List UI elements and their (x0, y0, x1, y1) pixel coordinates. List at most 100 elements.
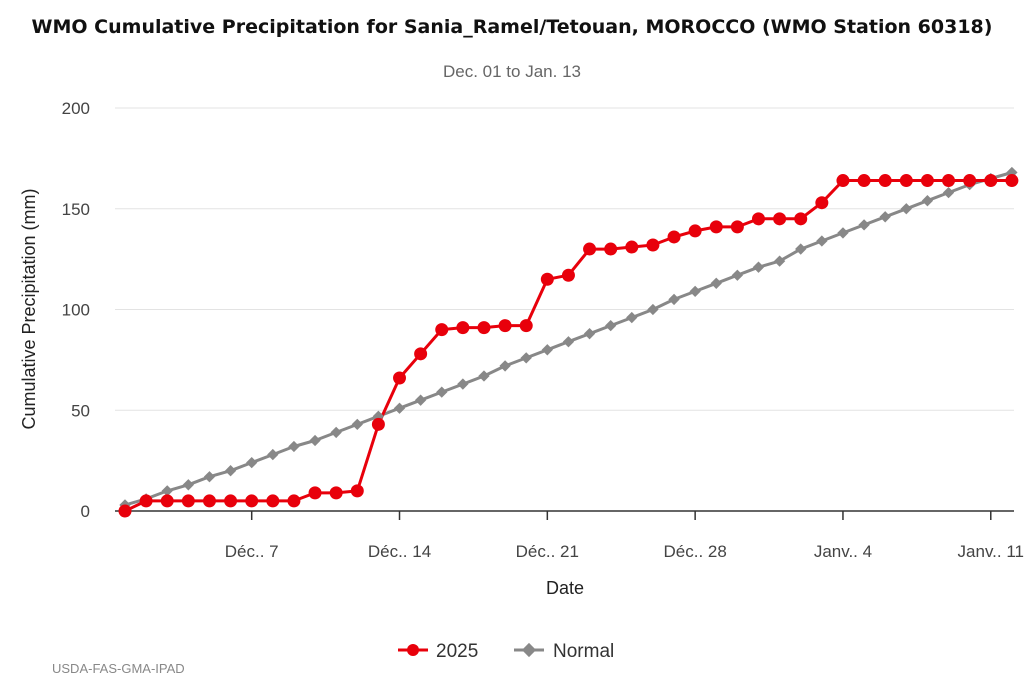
data-point-normal-20[interactable] (541, 344, 553, 356)
data-point-2025-14[interactable] (414, 347, 428, 361)
data-point-normal-38[interactable] (921, 195, 934, 207)
legend-item-2025[interactable]: 2025 (398, 641, 478, 662)
x-tick-label-4: Janv.. 4 (814, 542, 872, 561)
data-point-normal-8[interactable] (288, 440, 300, 453)
data-point-2025-6[interactable] (245, 494, 259, 508)
data-point-normal-31[interactable] (773, 255, 786, 267)
y-tick-label-0: 0 (81, 502, 90, 521)
x-tick-label-3: Déc.. 28 (663, 542, 726, 561)
data-point-2025-7[interactable] (266, 494, 280, 508)
data-point-normal-35[interactable] (858, 219, 870, 231)
legend-marker-normal (521, 642, 537, 658)
data-point-normal-19[interactable] (520, 352, 532, 364)
legend: 2025 Normal (398, 641, 614, 662)
data-point-normal-27[interactable] (689, 285, 701, 298)
y-axis-label: Cumulative Precipitation (mm) (19, 188, 39, 429)
data-point-normal-13[interactable] (393, 402, 406, 414)
data-point-normal-33[interactable] (816, 235, 828, 247)
data-point-2025-38[interactable] (920, 174, 934, 188)
data-point-2025-3[interactable] (181, 494, 195, 508)
data-point-2025-16[interactable] (456, 321, 470, 335)
data-point-2025-32[interactable] (794, 212, 808, 226)
data-point-normal-11[interactable] (351, 418, 363, 431)
data-point-2025-19[interactable] (519, 319, 533, 333)
data-point-normal-10[interactable] (330, 426, 342, 439)
data-point-2025-13[interactable] (393, 371, 407, 385)
data-point-2025-8[interactable] (287, 494, 301, 508)
data-point-2025-40[interactable] (963, 174, 977, 188)
data-point-normal-4[interactable] (203, 471, 216, 483)
legend-marker-2025 (407, 644, 419, 656)
data-point-normal-3[interactable] (182, 479, 195, 491)
data-point-2025-34[interactable] (836, 174, 850, 188)
data-point-2025-29[interactable] (730, 220, 744, 234)
data-point-normal-37[interactable] (900, 203, 912, 215)
data-point-normal-21[interactable] (562, 336, 575, 348)
data-point-normal-24[interactable] (626, 311, 638, 324)
data-point-normal-6[interactable] (246, 456, 258, 469)
data-point-2025-36[interactable] (878, 174, 892, 188)
data-point-normal-30[interactable] (752, 261, 765, 273)
data-point-normal-22[interactable] (583, 328, 596, 340)
data-point-normal-16[interactable] (457, 378, 469, 390)
data-point-2025-9[interactable] (308, 486, 322, 500)
data-point-2025-27[interactable] (688, 224, 702, 238)
data-point-2025-22[interactable] (583, 242, 597, 256)
data-point-normal-25[interactable] (647, 303, 659, 316)
data-point-normal-34[interactable] (837, 227, 849, 239)
data-point-2025-4[interactable] (202, 494, 216, 508)
data-point-normal-15[interactable] (436, 386, 448, 398)
x-tick-label-5: Janv.. 11 (958, 542, 1024, 561)
data-point-2025-30[interactable] (751, 212, 765, 226)
x-axis-ticks: Déc.. 7 Déc.. 14 Déc.. 21 Déc.. 28 Janv.. 4 J… (225, 511, 1024, 561)
data-point-2025-25[interactable] (646, 238, 660, 252)
data-point-2025-18[interactable] (498, 319, 512, 333)
data-point-2025-31[interactable] (773, 212, 787, 226)
legend-label-normal: Normal (553, 641, 614, 662)
data-point-2025-28[interactable] (709, 220, 723, 234)
data-point-normal-36[interactable] (879, 211, 891, 223)
data-point-2025-5[interactable] (224, 494, 238, 508)
data-point-2025-0[interactable] (118, 504, 132, 518)
chart-title: WMO Cumulative Precipitation for Sania_R… (32, 16, 993, 38)
x-tick-label-1: Déc.. 14 (368, 542, 431, 561)
data-point-normal-9[interactable] (309, 434, 321, 447)
data-point-2025-10[interactable] (329, 486, 343, 500)
data-point-2025-2[interactable] (160, 494, 174, 508)
data-point-2025-12[interactable] (371, 417, 385, 431)
data-point-normal-39[interactable] (942, 186, 955, 199)
data-point-2025-21[interactable] (561, 268, 575, 282)
data-point-normal-29[interactable] (731, 269, 744, 281)
data-point-2025-33[interactable] (815, 196, 829, 210)
data-point-2025-41[interactable] (984, 174, 998, 188)
data-point-2025-35[interactable] (857, 174, 871, 188)
data-point-normal-2[interactable] (161, 485, 173, 497)
data-point-2025-11[interactable] (350, 484, 364, 498)
data-point-2025-24[interactable] (625, 240, 639, 254)
x-tick-label-2: Déc.. 21 (516, 542, 579, 561)
data-point-normal-17[interactable] (478, 370, 490, 382)
data-point-normal-26[interactable] (668, 293, 680, 306)
legend-item-normal[interactable]: Normal (514, 641, 614, 662)
y-axis-ticks: 0 50 100 150 200 (62, 99, 90, 521)
chart-subtitle: Dec. 01 to Jan. 13 (443, 62, 581, 81)
y-tick-label-100: 100 (62, 301, 90, 320)
data-point-2025-20[interactable] (540, 272, 554, 286)
data-point-2025-37[interactable] (899, 174, 913, 188)
data-point-normal-5[interactable] (224, 465, 237, 477)
data-point-2025-39[interactable] (942, 174, 956, 188)
data-point-normal-23[interactable] (605, 319, 617, 332)
data-point-2025-42[interactable] (1005, 174, 1019, 188)
data-point-normal-14[interactable] (414, 394, 427, 406)
data-point-normal-32[interactable] (795, 243, 807, 255)
data-point-normal-7[interactable] (267, 448, 279, 461)
data-point-normal-18[interactable] (499, 360, 511, 372)
data-point-2025-23[interactable] (604, 242, 618, 256)
series-points-normal (119, 166, 1018, 511)
data-point-2025-15[interactable] (435, 323, 449, 337)
data-point-normal-28[interactable] (710, 277, 722, 289)
data-point-2025-1[interactable] (139, 494, 153, 508)
data-point-2025-17[interactable] (477, 321, 491, 335)
data-point-2025-26[interactable] (667, 230, 681, 244)
